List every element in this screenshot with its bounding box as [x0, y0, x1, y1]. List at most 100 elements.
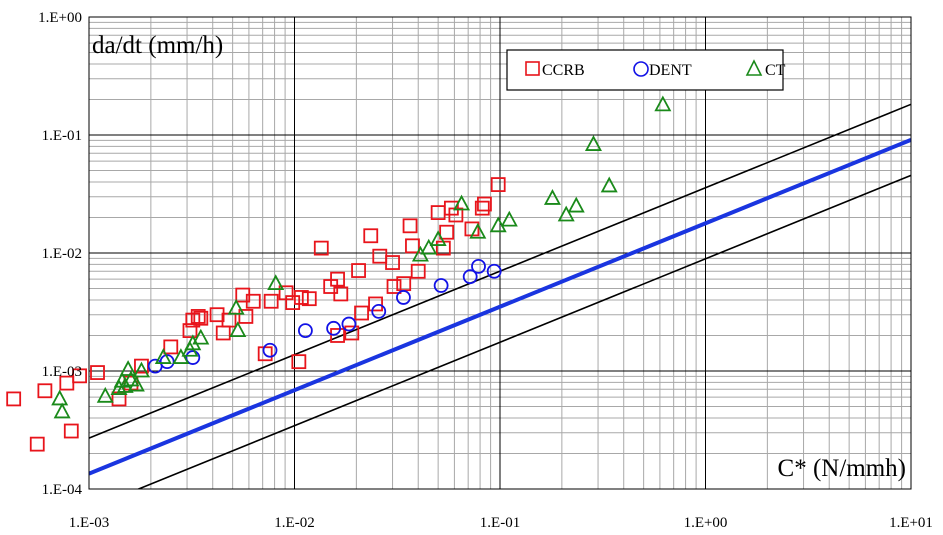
point-ct — [557, 205, 575, 222]
point-dent — [185, 350, 201, 365]
x-tick-label: 1.E+01 — [889, 515, 933, 531]
point-ccrb — [405, 238, 420, 254]
point-ccrb — [402, 218, 418, 234]
point-ccrb — [344, 325, 360, 341]
x-tick-labels: 1.E-03 1.E-02 1.E-01 1.E+00 1.E+01 — [69, 515, 933, 531]
x-tick-label: 1.E+00 — [684, 515, 728, 531]
point-ccrb — [333, 286, 349, 302]
legend-label-ct: CT — [765, 62, 786, 79]
point-ct — [132, 361, 150, 378]
point-dent — [326, 320, 342, 336]
point-ct — [227, 298, 245, 315]
point-ct — [96, 386, 114, 403]
point-ct — [584, 135, 602, 151]
point-ct — [420, 238, 438, 255]
point-ccrb — [209, 307, 225, 323]
point-ct — [453, 194, 471, 211]
point-ccrb — [363, 228, 379, 244]
x-tick-label: 1.E-03 — [69, 515, 109, 531]
grid — [88, 16, 912, 490]
point-ccrb — [263, 293, 279, 309]
point-ct — [53, 402, 71, 419]
point-ct — [489, 216, 507, 233]
point-ct — [567, 196, 585, 213]
point-ccrb — [163, 339, 179, 355]
point-ct — [229, 321, 247, 337]
point-ccrb — [90, 365, 105, 380]
point-dent — [462, 269, 478, 285]
point-ct — [654, 95, 672, 112]
point-ct — [192, 328, 210, 345]
point-ct — [119, 360, 137, 376]
point-ccrb — [386, 279, 402, 294]
point-ccrb — [385, 255, 400, 270]
point-ct — [267, 274, 285, 291]
point-ccrb — [410, 263, 426, 279]
point-ccrb — [185, 312, 201, 328]
data-points — [6, 95, 672, 452]
fit-line-lower-bound — [136, 174, 911, 489]
point-ccrb — [474, 200, 490, 216]
legend-box — [506, 49, 784, 91]
x-tick-label: 1.E-02 — [274, 515, 314, 531]
plot-frame — [88, 16, 912, 490]
legend-label-dent: DENT — [649, 62, 692, 79]
point-ccrb — [238, 309, 254, 324]
y-tick-label: 1.E-04 — [42, 482, 83, 498]
point-dent — [433, 278, 449, 293]
x-axis-title: C* (N/mmh) — [778, 455, 906, 482]
point-ccrb — [330, 271, 345, 287]
point-ccrb — [190, 309, 206, 324]
point-dent — [371, 303, 387, 319]
legend: CCRB DENT CT — [506, 49, 786, 91]
y-tick-label: 1.E-03 — [42, 364, 82, 380]
point-ccrb — [6, 391, 22, 407]
point-ccrb — [29, 436, 45, 452]
legend-marker-dent — [633, 61, 649, 77]
point-ct — [429, 230, 447, 246]
point-ccrb — [193, 310, 209, 326]
fit-line-mean — [89, 137, 911, 476]
point-ccrb — [301, 291, 317, 307]
legend-marker-ct — [745, 59, 763, 76]
point-ccrb — [477, 196, 492, 212]
point-ccrb — [72, 368, 87, 384]
point-dent — [396, 290, 411, 305]
y-tick-label: 1.E-02 — [42, 246, 82, 262]
point-ct — [469, 222, 487, 239]
point-ct — [600, 176, 618, 193]
point-dent — [341, 316, 357, 332]
point-ccrb — [291, 354, 307, 370]
y-axis-title: da/dt (mm/h) — [92, 32, 223, 59]
legend-label-ccrb: CCRB — [542, 62, 585, 79]
point-ct — [543, 189, 561, 205]
point-ccrb — [351, 263, 366, 278]
point-dent — [471, 258, 486, 274]
point-ccrb — [490, 177, 506, 192]
point-ccrb — [37, 383, 53, 399]
legend-marker-ccrb — [525, 61, 540, 76]
y-tick-label: 1.E-01 — [42, 128, 82, 144]
point-ccrb — [330, 328, 345, 343]
point-ccrb — [245, 293, 261, 309]
point-ccrb — [182, 323, 198, 338]
point-ccrb — [439, 224, 455, 240]
y-tick-label: 1.E+00 — [38, 10, 82, 26]
point-ccrb — [293, 290, 309, 305]
point-ct — [154, 348, 172, 364]
point-dent — [262, 342, 278, 358]
point-ccrb — [368, 296, 383, 312]
y-tick-labels: 1.E-04 1.E-03 1.E-02 1.E-01 1.E+00 — [38, 10, 82, 498]
point-ct — [127, 375, 145, 392]
series-ct — [51, 95, 672, 419]
point-ccrb — [354, 305, 369, 321]
point-ccrb — [63, 423, 79, 439]
x-tick-label: 1.E-01 — [480, 515, 520, 531]
point-ct — [500, 210, 518, 227]
point-ccrb — [313, 240, 329, 256]
point-dent — [486, 263, 502, 279]
point-ct — [122, 370, 140, 387]
point-ct — [51, 389, 69, 406]
series-dent — [147, 258, 502, 374]
